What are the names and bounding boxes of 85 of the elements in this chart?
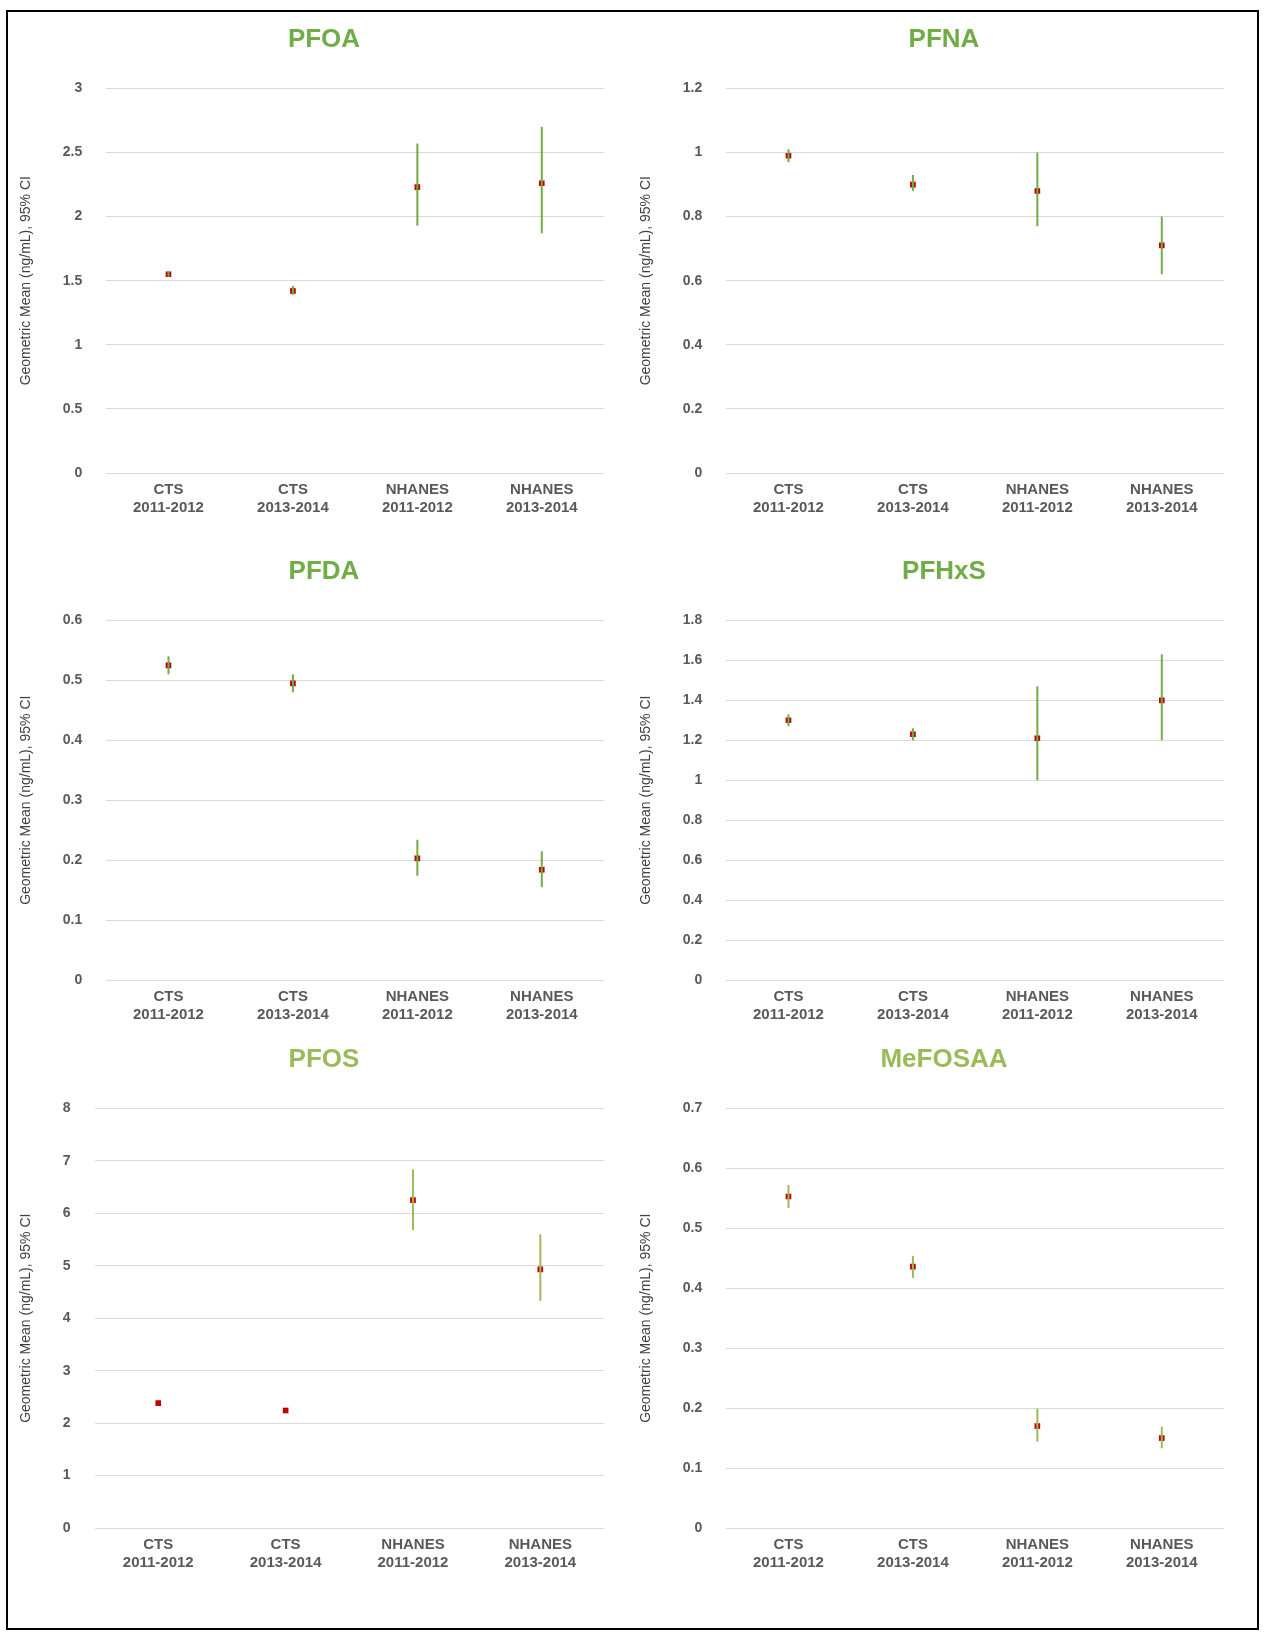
y-tick-label: 0.6	[682, 271, 703, 288]
y-tick-label: 1	[62, 1466, 71, 1483]
point	[155, 1400, 162, 1406]
x-tick-label: CTS 2013-2014	[877, 480, 950, 516]
chart-title: PFDA	[287, 554, 361, 587]
y-tick-label: 0.5	[682, 1219, 703, 1236]
x-tick-label: NHANES 2011-2012	[1001, 987, 1073, 1023]
x-tick-label: CTS 2013-2014	[877, 1535, 950, 1571]
y-tick-label: 0	[74, 970, 83, 987]
y-tick-label: 0.2	[682, 930, 703, 947]
y-axis-title: Geometric Mean (ng/mL), 95% CI	[637, 1213, 654, 1423]
y-tick-label: 0.3	[62, 791, 83, 808]
x-tick-label: CTS 2013-2014	[257, 987, 330, 1023]
x-tick-label: NHANES 2011-2012	[381, 480, 453, 516]
y-tick-label: 0.8	[682, 207, 703, 224]
y-tick-label: 1	[74, 335, 83, 352]
y-tick-label: 2	[74, 207, 83, 224]
y-axis-title: Geometric Mean (ng/mL), 95% CI	[637, 695, 654, 905]
y-axis-title: Geometric Mean (ng/mL), 95% CI	[17, 1213, 34, 1423]
y-tick-label: 0	[74, 463, 83, 480]
y-tick-label: 1.8	[682, 611, 703, 628]
y-tick-label: 1.6	[682, 651, 703, 668]
y-tick-label: 1.4	[682, 691, 703, 708]
y-tick-label: 1	[694, 143, 703, 160]
y-tick-label: 0.6	[62, 611, 83, 628]
y-tick-label: 8	[62, 1099, 71, 1116]
chart-title: PFNA	[907, 22, 981, 55]
y-tick-label: 0	[694, 1518, 703, 1535]
y-tick-label: 1.2	[682, 79, 703, 96]
y-tick-label: 0.4	[682, 890, 703, 907]
y-tick-label: 0.5	[62, 399, 83, 416]
chart-title: PFHxS	[901, 554, 987, 587]
x-tick-label: CTS 2013-2014	[249, 1535, 323, 1571]
x-tick-label: NHANES 2011-2012	[377, 1535, 449, 1571]
y-tick-label: 3	[74, 79, 83, 96]
y-tick-label: 0.2	[62, 850, 83, 867]
y-tick-label: 2	[62, 1413, 71, 1430]
x-tick-label: NHANES 2013-2014	[505, 987, 579, 1023]
x-tick-label: CTS 2011-2012	[122, 1535, 194, 1571]
y-tick-label: 0	[694, 463, 703, 480]
y-tick-label: 0.8	[682, 811, 703, 828]
x-tick-label: NHANES 2011-2012	[1001, 480, 1073, 516]
y-axis-title: Geometric Mean (ng/mL), 95% CI	[17, 695, 34, 905]
chart-title: PFOS	[287, 1042, 361, 1075]
y-tick-label: 0.2	[682, 1398, 703, 1415]
x-tick-label: NHANES 2013-2014	[1125, 987, 1199, 1023]
y-tick-label: 0.6	[682, 1159, 703, 1176]
x-tick-label: NHANES 2011-2012	[1001, 1535, 1073, 1571]
y-tick-label: 0.3	[682, 1339, 703, 1356]
x-tick-label: NHANES 2013-2014	[1125, 480, 1199, 516]
y-tick-label: 0.7	[682, 1099, 703, 1116]
y-axis-title: Geometric Mean (ng/mL), 95% CI	[17, 176, 34, 386]
y-tick-label: 1	[694, 771, 703, 788]
y-tick-label: 0.1	[682, 1458, 703, 1475]
y-tick-label: 0.5	[62, 671, 83, 688]
y-tick-label: 1.2	[682, 731, 703, 748]
y-tick-label: 2.5	[62, 143, 83, 160]
y-tick-label: 1.5	[62, 271, 83, 288]
chart-title: MeFOSAA	[879, 1042, 1009, 1075]
x-tick-label: CTS 2011-2012	[133, 987, 204, 1023]
y-tick-label: 5	[62, 1256, 71, 1273]
y-tick-label: 4	[62, 1309, 71, 1326]
x-tick-label: CTS 2011-2012	[753, 987, 824, 1023]
x-tick-label: CTS 2011-2012	[753, 1535, 824, 1571]
x-tick-label: CTS 2013-2014	[257, 480, 330, 516]
x-tick-label: CTS 2011-2012	[133, 480, 204, 516]
y-tick-label: 0.4	[682, 1279, 703, 1296]
x-tick-label: NHANES 2013-2014	[1125, 1535, 1199, 1571]
y-tick-label: 7	[62, 1151, 71, 1168]
y-tick-label: 0	[694, 970, 703, 987]
x-tick-label: CTS 2011-2012	[753, 480, 824, 516]
x-tick-label: NHANES 2013-2014	[504, 1535, 577, 1571]
y-axis-title: Geometric Mean (ng/mL), 95% CI	[637, 176, 654, 386]
x-tick-label: NHANES 2011-2012	[381, 987, 453, 1023]
y-tick-label: 0.6	[682, 850, 703, 867]
y-tick-label: 0.4	[682, 335, 703, 352]
x-tick-label: CTS 2013-2014	[877, 987, 950, 1023]
x-tick-label: NHANES 2013-2014	[505, 480, 579, 516]
chart-title: PFOA	[286, 22, 362, 55]
y-tick-label: 6	[62, 1204, 71, 1221]
y-tick-label: 0.4	[62, 731, 83, 748]
y-tick-label: 0	[62, 1518, 71, 1535]
y-tick-label: 3	[62, 1361, 71, 1378]
y-tick-label: 0.2	[682, 399, 703, 416]
y-tick-label: 0.1	[62, 910, 83, 927]
